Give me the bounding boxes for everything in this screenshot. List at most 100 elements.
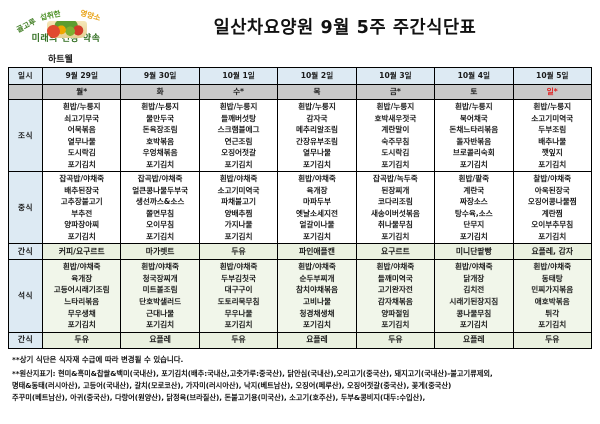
menu-dish: 코다리조림 [377,197,413,207]
menu-dish: 가지나물 [224,220,253,230]
table-corner-blank [8,84,43,100]
meal-cell: 흰밥/야채죽 육개장 고등어시래기조림 느타리볶음 무우생채 포기김치 [41,259,122,333]
column-header-date: 9월 30일 [120,67,200,85]
menu-dish: 애호박볶음 [534,296,570,306]
menu-dish: 포기김치 [224,159,253,169]
menu-dish: 오징어젓갈 [221,148,257,158]
menu-dish: 흰밥/야채죽 [376,262,415,272]
menu-dish: 잡곡밥/녹두죽 [373,174,418,184]
snack-cell: 요플레 [434,331,514,349]
menu-dish: 간장유부조림 [296,136,338,146]
menu-dish: 돈채느타리볶음 [449,125,499,135]
column-header-weekday: 화 [120,84,200,100]
menu-dish: 양파장아찌 [64,220,100,230]
menu-dish: 도시락김 [67,148,96,158]
snack-cell: 요플레 [277,331,357,349]
menu-dish: 청경채생채 [299,308,335,318]
meal-cell: 흰밥/누룽지 물만두국 돈육장조림 호박볶음 우엉채볶음 포기김치 [120,98,200,173]
meal-cell: 흰밥/누룽지 쇠고기무국 어묵볶음 열무나물 도시락김 포기김치 [41,98,122,173]
menu-dish: 포기김치 [67,231,96,241]
menu-dish: 흰밥/누룽지 [141,102,179,111]
ward-label: 하트웰 [48,55,73,65]
menu-dish: 흰밥/누룽지 [533,102,572,111]
logo-tagline: 미래의 건강 약속 [31,33,101,44]
menu-dish: 우엉채볶음 [142,148,178,158]
menu-dish: 연근조림 [224,136,253,146]
menu-dish: 시래기된장지짐 [449,296,499,306]
meal-cell: 흰밥/누룽지 북어채국 돈채느타리볶음 돌자반볶음 브로콜리숙회 포기김치 [434,98,514,173]
logo-word-2: 섭취한 [39,8,62,22]
menu-dish: 오징어콩나물찜 [527,197,577,207]
organization-logo: 골고루 섭취한 영양소 미래의 건강 약속 [12,4,120,48]
menu-dish: 도시락김 [381,148,410,158]
snack-cell: 요플레 [120,331,200,349]
logo-word-1: 골고루 [14,16,38,34]
column-header-date: 10월 5일 [512,67,593,85]
meal-cell: 흰밥/팥죽 계란국 짜장소스 탕수육,소스 단무지 포기김치 [434,171,514,245]
meal-cell: 흰밥/야채죽 육개장 마파두부 옛날소세지전 얼갈이나물 포기김치 [277,171,357,245]
table-corner-label: 일시 [8,67,43,85]
menu-dish: 흰밥/누룽지 [62,102,101,111]
menu-dish: 김치전 [463,285,485,295]
menu-dish: 흰밥/누룽지 [376,102,415,111]
logo-arc-text: 골고루 섭취한 영양소 [14,8,118,38]
menu-dish: 들깨미역국 [377,273,413,283]
menu-dish: 취나물무침 [377,220,413,230]
footnote-2: 명태&동태(러시아산), 고등어(국내산), 갈치(모로코산), 가자미(러시아… [12,381,452,391]
menu-dish: 찰밥/야채죽 [533,174,572,184]
menu-dish: 계란말이 [381,125,410,135]
menu-dish: 소고기미역국 [217,185,260,195]
menu-dish: 포기김치 [538,320,567,330]
column-header-date: 10월 1일 [198,67,279,85]
meal-cell: 흰밥/야채죽 소고기미역국 파채불고기 양배추찜 가지나물 포기김치 [198,171,279,245]
footnotes: **상기 식단은 식자재 수급에 따라 변경될 수 있습니다. **원산지표기:… [8,349,592,404]
table-row: 석식 흰밥/야채죽 육개장 고등어시래기조림 느타리볶음 무우생채 포기김치 흰밥/야채죽 청국… [8,259,593,333]
menu-dish: 돌자반볶음 [456,136,492,146]
menu-dish: 계란국 [463,185,485,195]
menu-dish: 계란찜 [541,208,563,218]
menu-dish: 민찌가지볶음 [531,285,574,295]
menu-dish: 포기김치 [146,159,175,169]
menu-dish: 흰밥/야채죽 [454,262,493,272]
menu-dish: 콩나물무침 [456,308,492,318]
menu-dish: 포기김치 [146,320,175,330]
column-header-weekday: 월* [41,84,122,100]
menu-dish: 쇠고기무국 [64,113,100,123]
snack-cell: 마가렛트 [120,243,200,261]
column-header-date: 10월 2일 [277,67,357,85]
menu-dish: 흰밥/팥죽 [458,174,490,184]
table-header-dates: 일시 9월 29일 9월 30일 10월 1일 10월 2일 10월 3일 10월 4일 10… [8,67,593,85]
menu-dish: 스크램블에그 [217,125,260,135]
menu-dish: 아욱된장국 [534,185,570,195]
menu-dish: 흰밥/누룽지 [454,102,493,111]
table-row: 조식 흰밥/누룽지 쇠고기무국 어묵볶음 열무나물 도시락김 포기김치 흰밥/누룽지 물만두국 돈… [8,98,593,173]
snack-cell: 두유 [198,243,279,261]
menu-dish: 소고기미역국 [531,113,574,123]
column-header-weekday: 수* [198,84,279,100]
menu-dish: 들깨버섯탕 [221,113,257,123]
menu-dish: 얼큰콩나물두부국 [132,185,189,195]
snack-cell: 요구르트 [355,243,436,261]
weekly-menu-table: 일시 9월 29일 9월 30일 10월 1일 10월 2일 10월 3일 10월 4일 10… [8,67,593,349]
column-header-date: 10월 4일 [434,67,514,85]
meal-cell: 흰밥/야채죽 동태탕 민찌가지볶음 애호박볶음 튀각 포기김치 [512,259,593,333]
meal-cell: 흰밥/누룽지 들깨버섯탕 스크램블에그 연근조림 오징어젓갈 포기김치 [198,98,279,173]
menu-dish: 근대나물 [146,308,175,318]
menu-dish: 튀각 [545,308,560,318]
snack-cell: 파인애플캔 [277,243,357,261]
column-header-date: 10월 3일 [355,67,436,85]
menu-dish: 옛날소세지전 [296,208,338,218]
table-row: 간식 두유 요플레 두유 요플레 두유 요플레 두유 [8,331,593,349]
menu-dish: 된장찌개 [381,185,410,195]
menu-dish: 양파절임 [381,308,410,318]
menu-dish: 깻잎지 [541,148,563,158]
menu-dish: 브로콜리숙회 [452,148,495,158]
menu-dish: 포기김치 [303,320,331,330]
menu-dish: 고추장불고기 [60,197,103,207]
menu-dish: 포기김치 [381,231,410,241]
menu-dish: 배추된장국 [64,185,100,195]
row-label-2: 간식 [8,243,43,261]
menu-dish: 쫄면무침 [146,208,175,218]
menu-dish: 파채불고기 [221,197,257,207]
menu-dish: 호박새우젓국 [374,113,417,123]
